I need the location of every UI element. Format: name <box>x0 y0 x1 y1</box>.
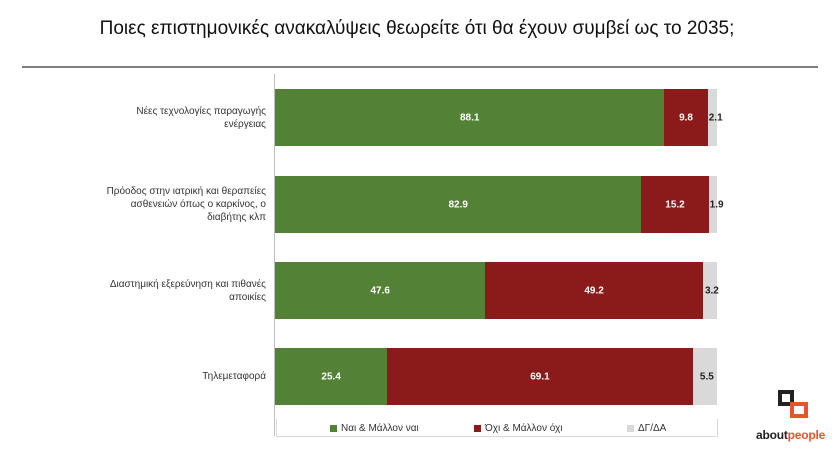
data-label-yes: 88.1 <box>459 112 480 123</box>
bar-segment-no <box>485 262 703 319</box>
data-label-yes: 47.6 <box>370 285 390 296</box>
bar-segment-yes <box>275 89 665 146</box>
data-label-dk: 5.5 <box>699 371 714 382</box>
bar-segment-dk <box>708 176 717 233</box>
bar-segment-no <box>664 89 708 146</box>
legend-swatch-dk <box>627 425 634 432</box>
data-label-yes: 25.4 <box>321 371 341 382</box>
legend-item-dk: ΔΓ/ΔΑ <box>627 423 666 434</box>
legend-label-dk: ΔΓ/ΔΑ <box>638 423 667 434</box>
category-label: Νέες τεχνολογίες παραγωγής ενέργειας <box>136 105 266 130</box>
logo-part-people: people <box>787 428 826 442</box>
legend-item-yes: Ναι & Μάλλον ναι <box>330 423 419 434</box>
legend-swatch-yes <box>330 425 337 432</box>
bar-segment-dk <box>702 262 717 319</box>
category-label: Τηλεμεταφορά <box>202 371 266 382</box>
data-label-dk: 2.1 <box>708 112 723 123</box>
logo-part-about: about <box>756 428 788 442</box>
bar-segment-no <box>641 176 709 233</box>
chart-title: Ποιες επιστημονικές ανακαλύψεις θεωρείτε… <box>99 18 735 39</box>
legend-swatch-no <box>474 425 481 432</box>
category-label: Διαστημική εξερεύνηση και πιθανές αποικί… <box>109 278 266 303</box>
data-label-no: 9.8 <box>679 112 693 123</box>
data-label-dk: 1.9 <box>709 199 724 210</box>
category-axis-line <box>274 74 275 436</box>
legend-frame <box>276 419 718 437</box>
bar-segment-yes <box>275 348 388 405</box>
aboutpeople-logo-text: aboutpeople <box>756 428 825 442</box>
legend-label-no: Όχι & Μάλλον όχι <box>485 423 563 434</box>
bar-segment-yes <box>275 176 642 233</box>
legend-item-no: Όχι & Μάλλον όχι <box>474 423 563 434</box>
bar-segment-no <box>387 348 693 405</box>
data-label-yes: 82.9 <box>448 199 468 210</box>
category-label: Πρόοδος στην ιατρική και θεραπείες ασθεν… <box>106 186 266 223</box>
title-divider <box>22 66 818 68</box>
data-label-dk: 3.2 <box>704 285 719 296</box>
bar-segment-dk <box>707 89 717 146</box>
data-label-no: 15.2 <box>665 199 685 210</box>
legend-label-yes: Ναι & Μάλλον ναι <box>341 423 419 434</box>
data-label-no: 69.1 <box>530 371 550 382</box>
bar-segment-dk <box>692 348 717 405</box>
data-label-no: 49.2 <box>584 285 604 296</box>
aboutpeople-logo-icon <box>778 390 808 418</box>
bar-segment-yes <box>275 262 486 319</box>
